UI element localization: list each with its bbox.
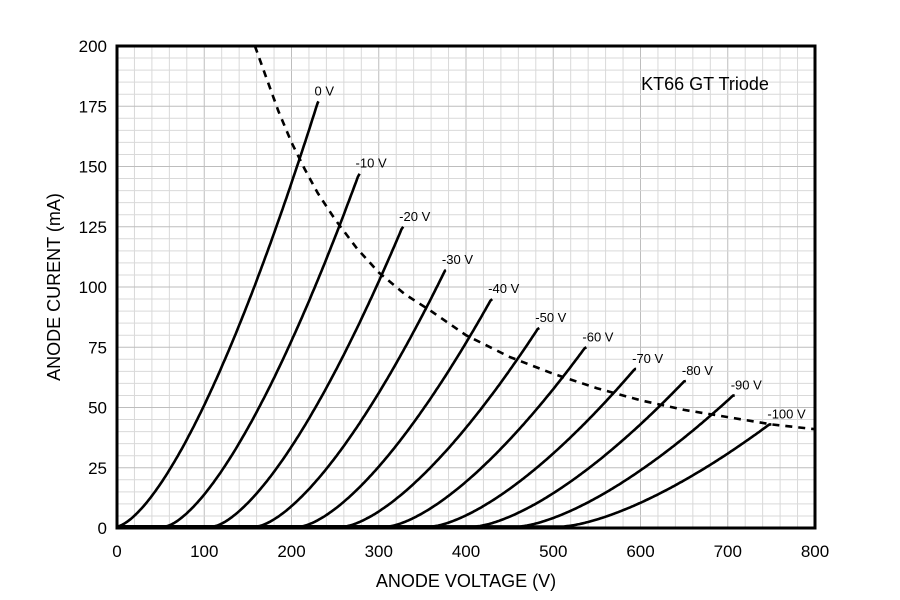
series-label: -30 V [442,252,473,267]
x-tick-label: 200 [277,542,305,561]
series-line [117,394,735,528]
series-line [117,379,687,528]
y-axis-title: ANODE CURENT (mA) [44,193,64,381]
y-tick-label: 200 [79,37,107,56]
dissipation-curve [253,45,816,431]
series-label: -40 V [488,281,519,296]
series-line [117,367,637,528]
series-label: -20 V [399,209,430,224]
x-tick-label: 800 [801,542,829,561]
x-tick-label: 0 [112,542,121,561]
x-tick-label: 100 [190,542,218,561]
y-tick-label: 100 [79,278,107,297]
y-tick-label: 125 [79,218,107,237]
x-tick-label: 700 [714,542,742,561]
x-tick-label: 600 [626,542,654,561]
series-line [117,423,772,528]
y-tick-label: 0 [98,519,107,538]
x-tick-label: 400 [452,542,480,561]
y-tick-label: 25 [88,459,107,478]
series-label: -80 V [682,363,713,378]
y-tick-label: 75 [88,338,107,357]
x-tick-label: 300 [365,542,393,561]
series-line [117,326,541,528]
x-axis-title: ANODE VOLTAGE (V) [376,571,556,591]
curve-labels: 0 V -10 V -20 V -30 V -40 V -50 V -60 V -70 V -8… [315,83,806,421]
y-tick-label: 150 [79,158,107,177]
grid [116,45,816,529]
series-label: -50 V [535,310,566,325]
series-label: -60 V [582,329,613,344]
y-tick-label: 50 [88,399,107,418]
chart-title: KT66 GT Triode [641,74,769,94]
y-tick-label: 175 [79,97,107,116]
plot-frame [115,44,817,530]
series-line [116,100,320,528]
series-label: -100 V [767,406,806,421]
x-tick-label: 500 [539,542,567,561]
series-label: 0 V [315,83,335,98]
series-label: -70 V [632,351,663,366]
series-label: -10 V [356,156,387,171]
ticks: 0 100 200 300 400 500 600 700 800 0 25 50 75 100 125 15… [79,37,830,561]
series-label: -90 V [731,377,762,392]
